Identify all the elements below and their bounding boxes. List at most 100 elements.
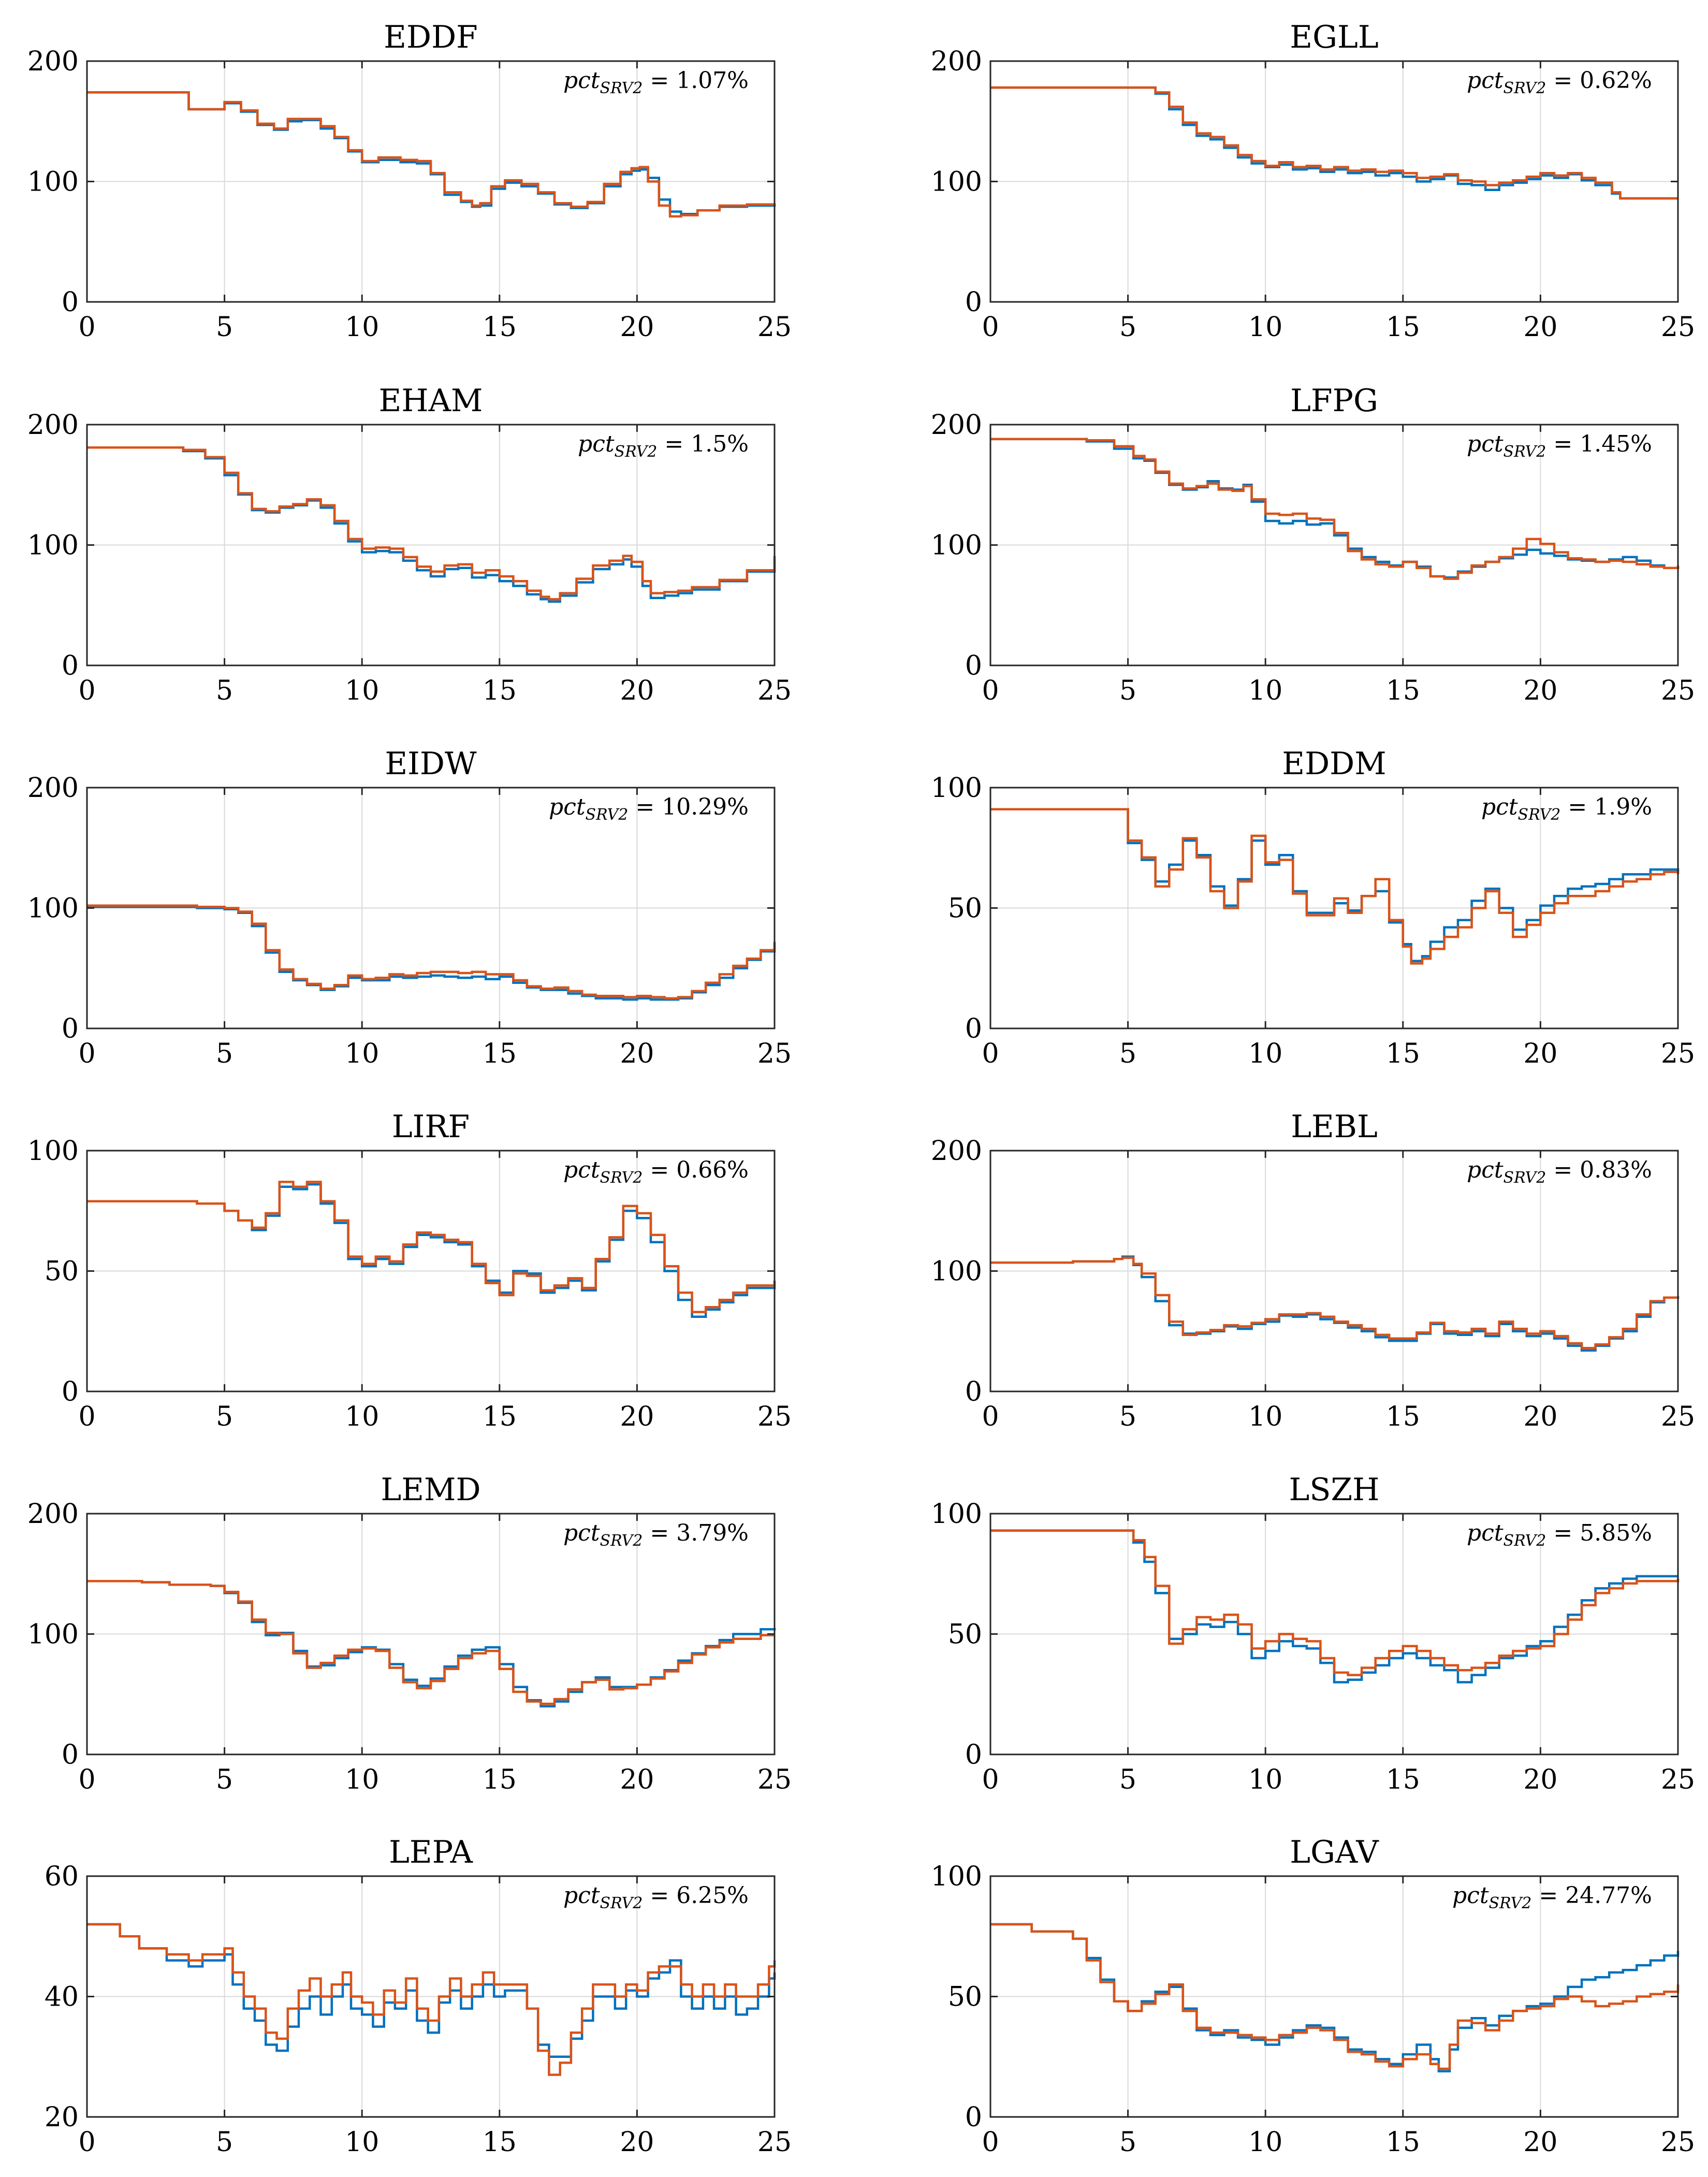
y-tick-label: 0 [965,287,982,318]
y-tick-label: 50 [948,893,982,924]
x-tick-label: 0 [982,1038,999,1069]
subplot-egll: 0 5 10 15 20 25 0 100 200 EGLL pctSRV2 = 0.62% [931,19,1695,343]
series-line-orange [87,904,776,1000]
x-tick-label: 20 [1523,312,1557,343]
x-tick-label: 10 [345,1764,379,1795]
y-tick-label: 0 [62,287,79,318]
x-tick-label: 0 [78,1038,95,1069]
chart-title: LGAV [1290,1834,1379,1870]
y-tick-label: 40 [45,1982,79,2013]
x-tick-label: 0 [982,1401,999,1432]
series-line-orange [87,1923,776,2076]
y-tick-label: 50 [45,1256,79,1287]
pct-annotation: pctSRV2 = 3.79% [563,1520,749,1550]
y-tick-label: 60 [45,1861,79,1892]
x-tick-label: 10 [345,312,379,343]
chart-title: EDDM [1282,746,1386,782]
series-line-blue [87,1923,776,2058]
y-tick-label: 100 [931,1861,982,1892]
pct-annotation: pctSRV2 = 5.85% [1467,1520,1652,1550]
y-tick-label: 100 [931,1256,982,1287]
x-tick-label: 0 [78,2127,95,2158]
x-tick-label: 5 [1119,312,1136,343]
x-tick-label: 15 [483,2127,517,2158]
x-tick-label: 0 [78,675,95,706]
y-tick-label: 0 [62,1376,79,1407]
y-tick-label: 0 [965,1013,982,1044]
series-line-orange [87,91,776,218]
series-line-orange [990,1923,1680,2070]
pct-annotation: pctSRV2 = 0.66% [563,1157,749,1187]
x-tick-label: 0 [982,675,999,706]
x-tick-label: 10 [345,1401,379,1432]
x-tick-label: 20 [1523,1038,1557,1069]
x-tick-label: 15 [1386,1038,1420,1069]
x-tick-label: 10 [1248,675,1282,706]
x-tick-label: 5 [1119,675,1136,706]
chart-title: EDDF [384,19,478,55]
x-tick-label: 10 [1248,312,1282,343]
chart-title: LEMD [381,1472,480,1508]
chart-title: EHAM [379,383,483,419]
pct-annotation: pctSRV2 = 6.25% [563,1882,749,1912]
x-tick-label: 5 [216,1038,233,1069]
x-tick-label: 25 [1661,2127,1695,2158]
y-tick-label: 100 [27,1619,79,1650]
y-tick-label: 100 [27,893,79,924]
x-tick-label: 25 [757,1401,792,1432]
subplot-lgav: 0 5 10 15 20 25 0 50 100 LGAV pctSRV2 = 24.77% [931,1834,1695,2158]
pct-annotation: pctSRV2 = 1.5% [578,431,749,461]
pct-annotation: pctSRV2 = 0.83% [1467,1157,1652,1187]
y-tick-label: 100 [27,1136,79,1167]
subplot-lszh: 0 5 10 15 20 25 0 50 100 LSZH pctSRV2 = 5.85% [931,1472,1695,1795]
y-tick-label: 200 [27,410,79,441]
x-tick-label: 20 [620,1401,654,1432]
y-tick-label: 0 [965,650,982,681]
x-tick-label: 5 [1119,1764,1136,1795]
x-tick-label: 0 [78,1764,95,1795]
x-tick-label: 10 [345,1038,379,1069]
x-tick-label: 25 [1661,1401,1695,1432]
x-tick-label: 15 [483,675,517,706]
pct-annotation: pctSRV2 = 1.07% [563,67,749,97]
x-tick-label: 10 [1248,2127,1282,2158]
y-tick-label: 100 [931,530,982,561]
x-tick-label: 15 [1386,2127,1420,2158]
pct-annotation: pctSRV2 = 1.9% [1481,794,1652,824]
y-tick-label: 100 [931,167,982,198]
subplot-lemd: 0 5 10 15 20 25 0 100 200 LEMD pctSRV2 = 3.79% [27,1472,792,1795]
y-tick-label: 20 [45,2102,79,2133]
y-tick-label: 200 [931,46,982,77]
x-tick-label: 25 [757,2127,792,2158]
y-tick-label: 200 [27,773,79,804]
x-tick-label: 5 [1119,1401,1136,1432]
series-line-blue [87,1183,776,1318]
pct-annotation: pctSRV2 = 24.77% [1452,1882,1652,1912]
y-tick-label: 200 [27,46,79,77]
x-tick-label: 20 [620,675,654,706]
x-tick-label: 25 [1661,1038,1695,1069]
pct-annotation: pctSRV2 = 0.62% [1467,67,1652,97]
subplot-lfpg: 0 5 10 15 20 25 0 100 200 LFPG pctSRV2 = 1.45% [931,383,1695,706]
x-tick-label: 20 [1523,675,1557,706]
y-tick-label: 200 [27,1499,79,1530]
y-tick-label: 50 [948,1982,982,2013]
x-tick-label: 5 [216,1764,233,1795]
y-tick-label: 100 [931,1499,982,1530]
y-tick-label: 0 [965,1376,982,1407]
y-tick-label: 0 [965,2102,982,2133]
y-tick-label: 0 [965,1739,982,1770]
x-tick-label: 5 [216,1401,233,1432]
x-tick-label: 10 [1248,1764,1282,1795]
series-line-orange [990,1529,1680,1676]
x-tick-label: 0 [982,1764,999,1795]
pct-annotation: pctSRV2 = 1.45% [1467,431,1652,461]
y-tick-label: 100 [27,167,79,198]
y-tick-label: 0 [62,1739,79,1770]
x-tick-label: 0 [982,2127,999,2158]
x-tick-label: 5 [216,2127,233,2158]
x-tick-label: 20 [620,1764,654,1795]
x-tick-label: 25 [1661,312,1695,343]
x-tick-label: 5 [1119,2127,1136,2158]
subplot-lebl: 0 5 10 15 20 25 0 100 200 LEBL pctSRV2 = 0.83% [931,1109,1695,1432]
